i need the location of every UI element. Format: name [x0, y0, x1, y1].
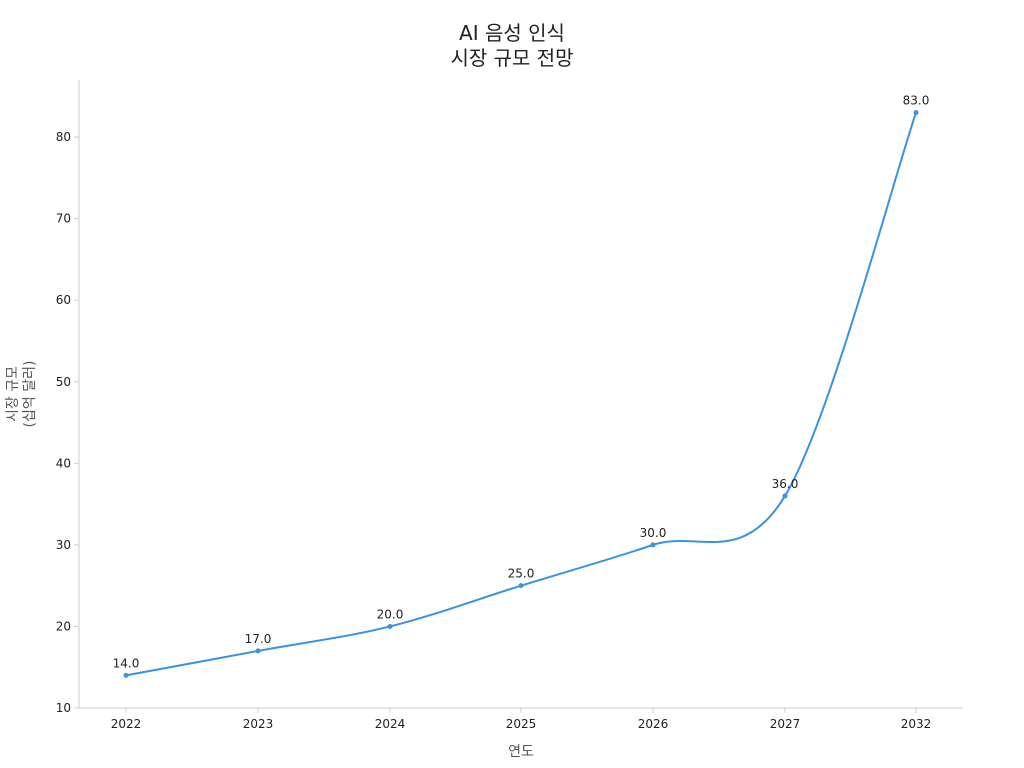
x-tick-label: 2025 [506, 717, 537, 731]
data-label: 14.0 [113, 656, 140, 670]
y-axis-label-line-1: 시장 규모 [5, 366, 21, 422]
data-label: 17.0 [245, 632, 272, 646]
data-point [650, 542, 656, 548]
data-label: 83.0 [903, 94, 930, 108]
y-axis-ticks: 10 20 30 40 50 60 70 80 [56, 130, 79, 715]
x-axis-label: 연도 [508, 744, 534, 760]
x-tick-label: 2032 [901, 717, 932, 731]
y-tick-label: 70 [56, 212, 71, 226]
x-tick-label: 2023 [243, 717, 274, 731]
data-point [123, 672, 129, 678]
x-tick-label: 2022 [111, 717, 142, 731]
y-axis-label: 시장 규모 (십억 달러) [5, 361, 38, 428]
y-axis-label-line-2: (십억 달러) [22, 361, 38, 428]
data-label: 30.0 [640, 526, 667, 540]
chart-title-line-2: 시장 규모 전망 [450, 46, 573, 70]
y-tick-label: 80 [56, 130, 71, 144]
y-tick-label: 50 [56, 375, 71, 389]
x-tick-label: 2027 [770, 717, 801, 731]
series-line [125, 112, 917, 677]
data-label: 20.0 [377, 607, 404, 621]
data-point [255, 648, 261, 654]
data-point [782, 493, 788, 499]
chart-title-line-1: AI 음성 인식 [459, 21, 565, 45]
y-tick-label: 40 [56, 456, 71, 470]
y-tick-label: 60 [56, 293, 71, 307]
x-axis-ticks: 2022 2023 2024 2025 2026 2027 2032 [111, 708, 932, 731]
data-labels: 14.0 17.0 20.0 25.0 30.0 36.0 83.0 [113, 94, 930, 671]
x-tick-label: 2026 [638, 717, 669, 731]
data-label: 36.0 [772, 477, 799, 491]
y-tick-label: 30 [56, 538, 71, 552]
data-point [387, 623, 393, 629]
series [123, 110, 919, 678]
x-tick-label: 2024 [375, 717, 406, 731]
axes [78, 80, 963, 709]
data-point [518, 583, 524, 589]
data-label: 25.0 [508, 567, 535, 581]
y-tick-label: 10 [56, 701, 71, 715]
data-point [913, 110, 919, 116]
y-tick-label: 20 [56, 619, 71, 633]
